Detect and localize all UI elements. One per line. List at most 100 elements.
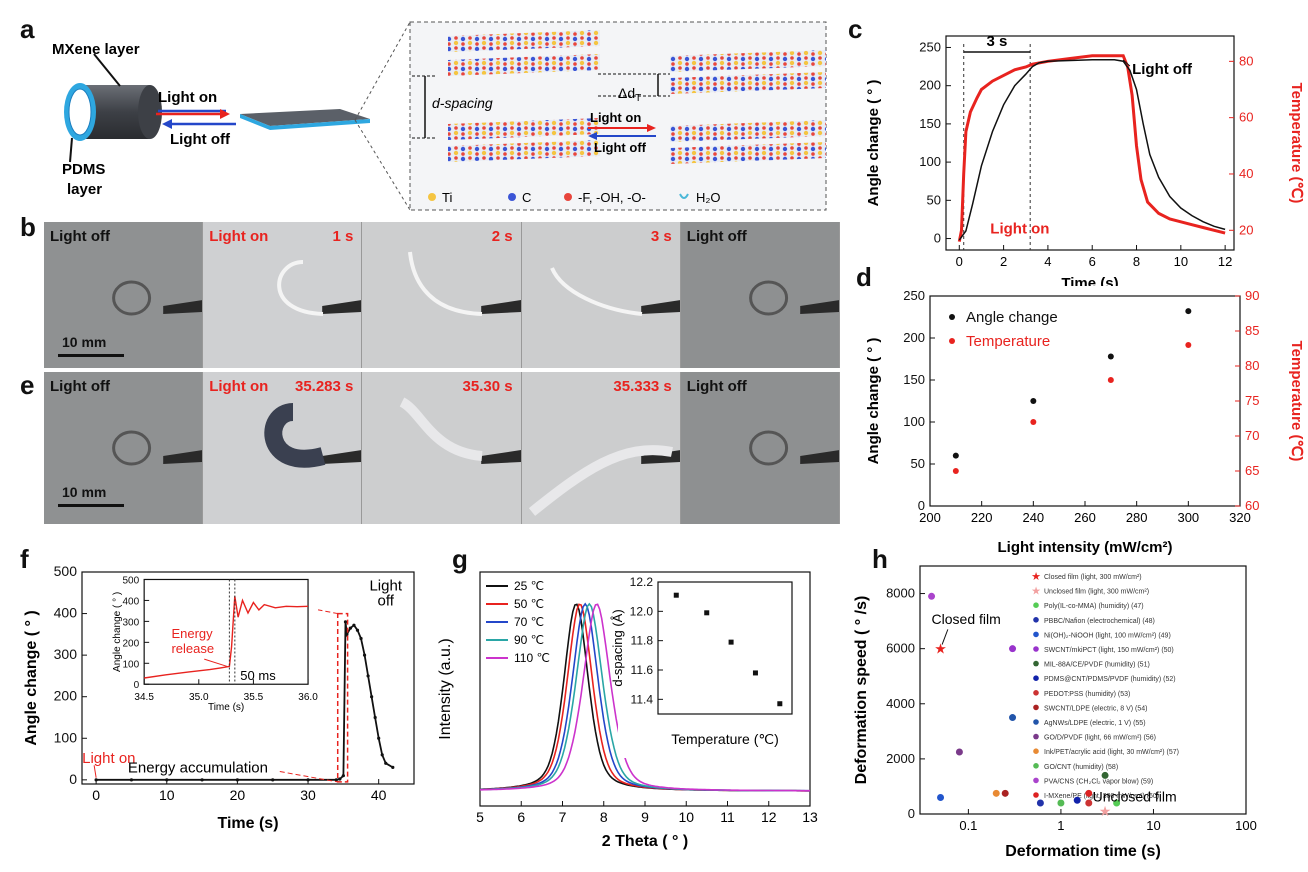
data-point: [928, 592, 936, 600]
x-tick-label: 35.5: [244, 692, 264, 703]
zoom-region: [336, 612, 349, 783]
snapping-film: [528, 445, 673, 516]
mxene-layers-bottom-left: [448, 118, 600, 162]
x-axis-label: 2 Theta ( ° ): [602, 833, 688, 850]
legend-label: GO/CNT (humidity) (58): [1044, 764, 1118, 771]
frame-status-label: Light off: [686, 378, 747, 395]
y-axis-label: Angle change ( ° ): [23, 610, 40, 745]
inset-x-axis-label: Time (s): [208, 702, 244, 713]
y-tick-label: 100: [919, 154, 941, 169]
panel-b-photo-strip: Light off Light on 1 s 2 s 3 s Light off 10 mm: [44, 222, 840, 368]
snapping-film: [264, 403, 326, 468]
data-point: [1073, 796, 1081, 804]
panel-d-chart: 200 220 240 260 280 300 320 0 50 100 150 200 250 60 65…: [865, 288, 1304, 556]
y-tick-label: 50: [927, 192, 941, 207]
data-point: [384, 761, 388, 765]
rolled-film: [748, 280, 788, 316]
c-legend-icon: [508, 193, 516, 201]
legend-star-icon: ★: [1031, 586, 1041, 598]
rolled-film: [112, 430, 152, 466]
x-tick-label: 100: [1235, 818, 1257, 833]
y-tick-label: 8000: [886, 586, 915, 601]
data-point: [391, 765, 395, 769]
y-tick-label: 0: [918, 498, 925, 513]
y-tick-label: 20: [1239, 222, 1253, 237]
inset-x-axis-label: Temperature (℃): [671, 731, 779, 747]
temperature-point: [1185, 342, 1192, 348]
frame-time-label: 1 s: [332, 228, 354, 245]
y-tick-label: 0: [69, 771, 77, 787]
angle-change-line: [958, 58, 1226, 241]
legend-label: 50 ℃: [514, 597, 544, 611]
light-on-label: Light on: [158, 89, 217, 106]
b-frame-4: 3 s: [521, 222, 681, 368]
legend-label: 70 ℃: [514, 615, 544, 629]
film-sample: [277, 260, 362, 316]
panel-letter-c: c: [848, 14, 863, 44]
c-legend-label: C: [522, 190, 531, 205]
data-point: [306, 778, 310, 782]
b-frame-1: Light off: [44, 222, 204, 368]
y-tick-label: 0: [908, 806, 915, 821]
x-tick-label: 2: [1000, 254, 1007, 269]
inset-background: [114, 575, 319, 717]
inset-background: [618, 576, 798, 758]
data-point: [348, 626, 353, 630]
data-point: [1085, 789, 1093, 797]
bending-film: [549, 267, 642, 316]
data-point: [341, 774, 345, 778]
angle-change-point: [1107, 353, 1114, 360]
panel-g-chart: 5 6 7 8 9 10 11 12 13 25 ℃ 50 ℃ 70 ℃ 90 ℃ 110 ℃ 2 Thet…: [437, 571, 818, 850]
x-tick-label: 200: [919, 510, 941, 525]
star-point: ★: [1099, 803, 1112, 819]
y-tick-label: 60: [1245, 498, 1259, 513]
legend-label: PVA/CNS (CH₂Cl₂ vapor blow) (59): [1044, 778, 1153, 785]
x-tick-label: 12: [761, 809, 777, 825]
film-sample: [549, 267, 680, 316]
film-sample: [528, 445, 680, 516]
y-axis-label: Intensity (a.u.): [437, 638, 454, 739]
legend-marker: [1033, 690, 1039, 696]
y-tick-label: 50: [911, 456, 925, 471]
y-tick-label: 300: [54, 646, 78, 662]
inset-y-axis-label: d-spacing (Å): [610, 609, 625, 686]
y-tick-label: 250: [903, 288, 925, 303]
data-point: [1001, 789, 1009, 797]
film-sample: [112, 280, 203, 316]
plot-frame: [929, 295, 1241, 507]
legend-label: Temperature: [966, 333, 1050, 350]
y-tick-label: 11.6: [631, 663, 654, 677]
b-frame-2: Light on 1 s: [203, 222, 363, 368]
x-tick-label: 7: [559, 809, 567, 825]
f-legend-icon: [564, 193, 572, 201]
legend-marker: [1033, 733, 1039, 740]
x-tick-label: 0: [956, 254, 963, 269]
data-point: [359, 636, 363, 641]
y-tick-label: 80: [1239, 53, 1253, 68]
data-point: [343, 620, 348, 624]
data-point: [200, 778, 204, 782]
data-point: [1036, 799, 1044, 807]
y-axis-label: Deformation speed ( ° /s): [853, 596, 870, 785]
panel-letter-f: f: [20, 544, 29, 574]
tweezer-icon: [640, 300, 680, 314]
y-tick-label: 500: [54, 563, 78, 579]
mxene-layers-bottom-right: [670, 120, 826, 164]
y-tick-label: 80: [1245, 358, 1259, 373]
y-tick-label: 60: [1239, 110, 1253, 125]
legend-label: Angle change: [966, 309, 1058, 326]
legend-marker: [1033, 660, 1039, 667]
y-tick-label: 100: [54, 729, 78, 745]
panel-letter-a: a: [20, 14, 35, 44]
temperature-point: [952, 468, 959, 474]
legend-label: I-MXene/PE (light, 300 mW/cm²) (60): [1044, 793, 1159, 800]
y-tick-label: 70: [1245, 428, 1259, 443]
film-sample: [264, 403, 362, 468]
mxene-layers-top-left: [448, 30, 600, 76]
x-tick-label: 10: [1146, 818, 1160, 833]
e-frame-1: Light off: [44, 372, 204, 524]
light-off-annotation: Light off: [1132, 61, 1193, 78]
zoom-connector: [279, 771, 338, 783]
x-axis-label: Time (s): [217, 815, 278, 832]
film-sample: [408, 251, 521, 316]
